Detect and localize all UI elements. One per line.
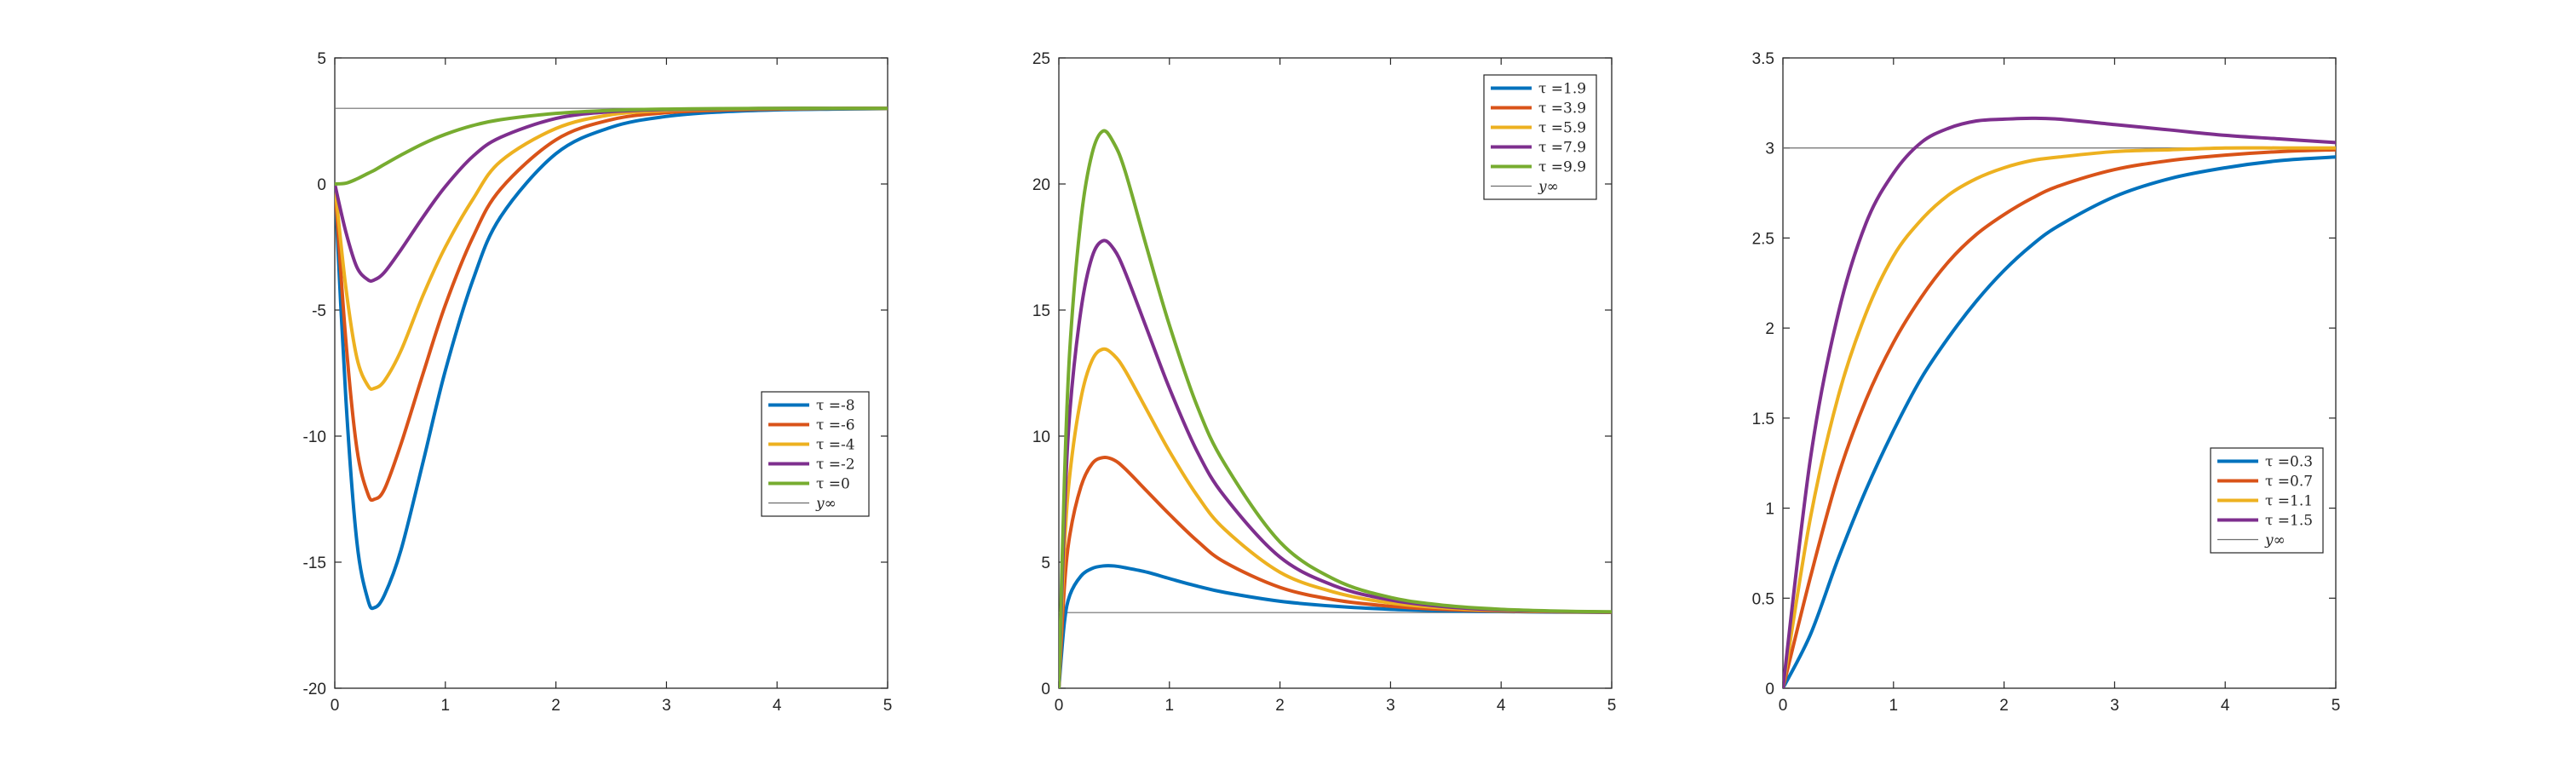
y-tick-label: 2 — [1765, 320, 1774, 338]
axes-box — [1782, 57, 2337, 689]
legend-label: τ =9.9 — [1538, 159, 1586, 176]
legend-label: τ =-8 — [816, 398, 855, 415]
series-line-1 — [335, 106, 888, 611]
legend-label: τ =1.5 — [2265, 513, 2313, 530]
y-tick-label: 0 — [1765, 681, 1774, 698]
legend: τ =-8 τ =-6 τ =-4 τ =-2 τ =0 y∞ — [761, 391, 870, 517]
series-line-1 — [1783, 155, 2336, 688]
legend-box — [1483, 74, 1597, 200]
legend-label: y∞ — [815, 496, 837, 513]
chart-panel-middle: 0 1 2 3 4 5 0 5 10 15 20 25 τ =1.9 τ =3.9 τ =5.9 τ =7.9… — [1032, 50, 1616, 715]
x-tick-label: 1 — [1889, 697, 1899, 715]
x-tick-label: 2 — [1999, 697, 2009, 715]
legend-label: τ =-4 — [816, 437, 855, 454]
y-tick-label: -20 — [303, 681, 326, 698]
legend-label: τ =7.9 — [1538, 140, 1586, 157]
y-tick-label: 0.5 — [1752, 590, 1774, 608]
series-line-5 — [1059, 129, 1612, 688]
legend-label: τ =-2 — [816, 457, 855, 474]
y-tick-label: 5 — [1041, 555, 1050, 572]
y-tick-label: 1 — [1765, 501, 1774, 519]
y-tick-label: 0 — [1041, 681, 1050, 698]
x-tick-label: 5 — [883, 697, 893, 715]
x-tick-label: 4 — [1497, 697, 1506, 715]
x-tick-label: 1 — [441, 697, 451, 715]
y-tick-label: 25 — [1032, 50, 1050, 68]
plot-area — [1783, 116, 2336, 688]
legend-label: τ =0.3 — [2265, 454, 2313, 471]
x-tick-label: 3 — [1386, 697, 1395, 715]
plot-area — [1059, 129, 1612, 688]
legend: τ =1.9 τ =3.9 τ =5.9 τ =7.9 τ =9.9 y∞ — [1483, 74, 1597, 200]
x-tick-label: 2 — [551, 697, 561, 715]
x-tick-label: 0 — [331, 697, 340, 715]
legend: τ =0.3 τ =0.7 τ =1.1 τ =1.5 y∞ — [2210, 447, 2324, 554]
series-line-3 — [1783, 146, 2336, 688]
axes-box — [334, 57, 888, 689]
series-line-5 — [335, 106, 888, 186]
legend-label: τ =0 — [816, 476, 850, 493]
legend-label: τ =1.9 — [1538, 81, 1586, 98]
y-tick-label: -15 — [303, 555, 326, 572]
y-tick-label: 5 — [317, 50, 326, 68]
x-tick-label: 3 — [2110, 697, 2119, 715]
x-tick-label: 5 — [1607, 697, 1617, 715]
y-tick-label: 3.5 — [1752, 50, 1774, 68]
y-tick-label: 0 — [317, 176, 326, 194]
x-tick-label: 5 — [2332, 697, 2341, 715]
x-tick-label: 2 — [1275, 697, 1285, 715]
plot-area — [335, 106, 888, 611]
y-tick-label: 2.5 — [1752, 230, 1774, 248]
x-tick-label: 4 — [2221, 697, 2230, 715]
series-line-4 — [1783, 116, 2336, 688]
x-tick-label: 1 — [1165, 697, 1175, 715]
legend-label: τ =3.9 — [1538, 101, 1586, 118]
y-tick-label: 20 — [1032, 176, 1050, 194]
legend-box — [761, 391, 870, 517]
legend-label: τ =0.7 — [2265, 474, 2313, 491]
y-tick-label: 15 — [1032, 302, 1050, 320]
y-tick-label: 3 — [1765, 141, 1774, 158]
x-tick-label: 0 — [1779, 697, 1788, 715]
legend-label: τ =-6 — [816, 417, 855, 434]
x-tick-label: 0 — [1055, 697, 1064, 715]
chart-panel-right: 0 1 2 3 4 5 0 0.5 1 1.5 2 2.5 3 3.5 τ =0.3 τ =0.7 τ =1.1… — [1752, 50, 2341, 715]
y-tick-label: -5 — [312, 302, 326, 320]
legend-label: y∞ — [1538, 179, 1559, 196]
x-tick-label: 3 — [662, 697, 671, 715]
legend-label: y∞ — [2264, 532, 2286, 549]
y-tick-label: 10 — [1032, 428, 1050, 446]
y-tick-label: -10 — [303, 428, 326, 446]
y-tick-label: 1.5 — [1752, 411, 1774, 428]
x-tick-label: 4 — [773, 697, 782, 715]
legend-label: τ =5.9 — [1538, 120, 1586, 137]
series-line-2 — [1783, 147, 2336, 688]
legend-label: τ =1.1 — [2265, 493, 2313, 510]
